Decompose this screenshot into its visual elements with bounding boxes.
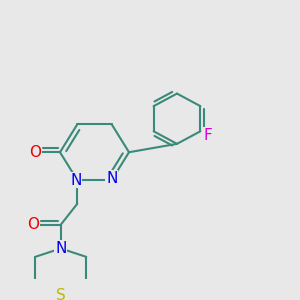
Text: N: N: [70, 172, 81, 188]
Text: N: N: [55, 241, 66, 256]
Text: O: O: [29, 145, 41, 160]
Text: N: N: [106, 171, 117, 186]
Text: S: S: [56, 288, 66, 300]
Text: O: O: [27, 217, 39, 232]
Text: F: F: [203, 128, 212, 143]
